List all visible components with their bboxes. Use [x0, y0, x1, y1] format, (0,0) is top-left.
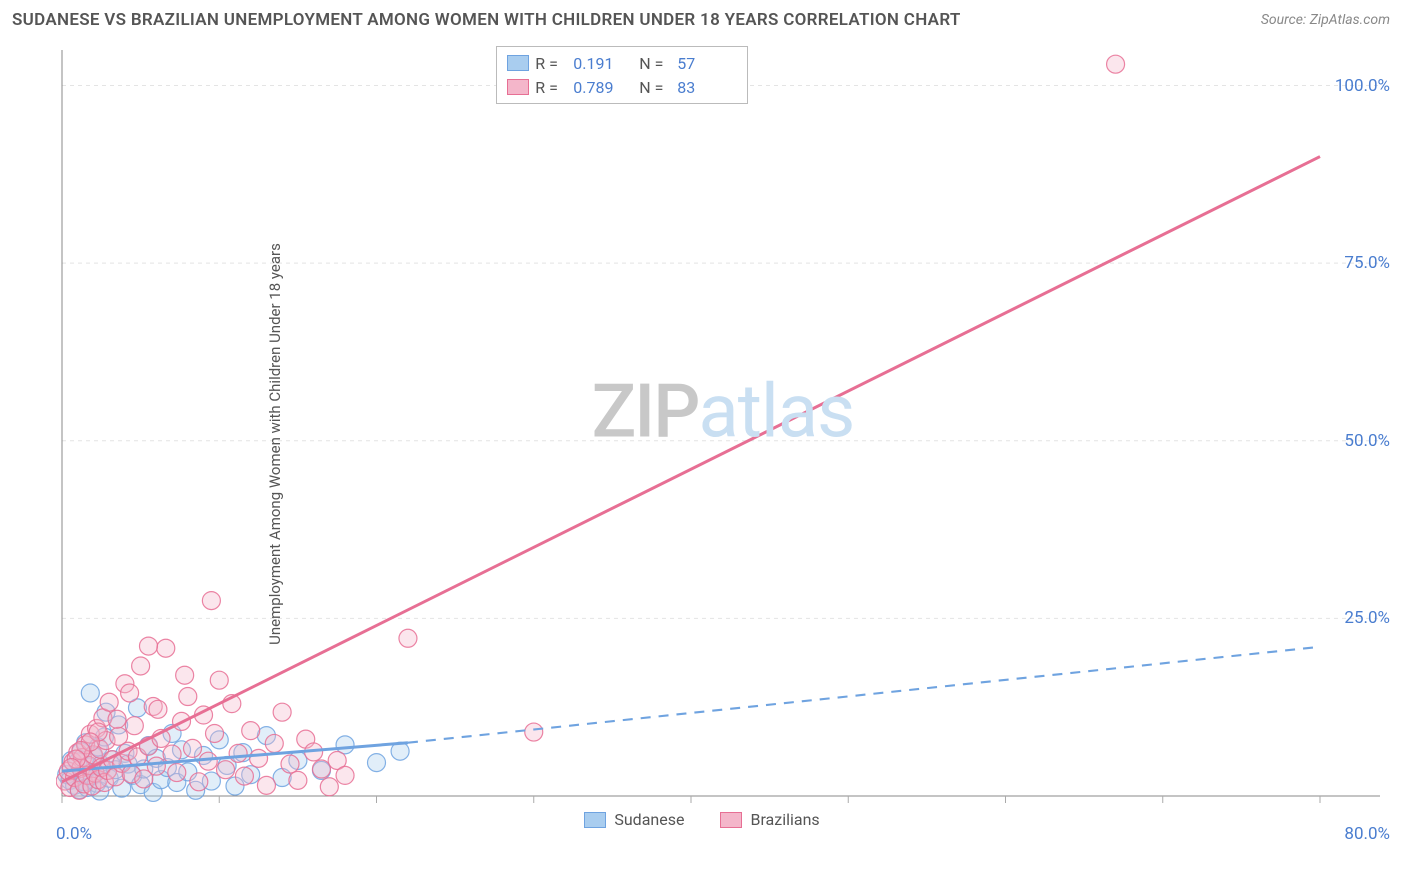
legend-r-value: 0.191 — [573, 54, 633, 73]
y-tick-label: 50.0% — [1344, 431, 1390, 451]
legend-swatch — [720, 812, 742, 828]
legend-item: Brazilians — [720, 810, 819, 829]
legend-row: R = 0.789 N = 83 — [507, 75, 737, 99]
y-axis-label: Unemployment Among Women with Children U… — [266, 243, 284, 645]
x-axis-min-label: 0.0% — [56, 824, 92, 844]
legend-swatch — [584, 812, 606, 828]
legend-r-value: 0.789 — [573, 78, 633, 97]
chart-title: SUDANESE VS BRAZILIAN UNEMPLOYMENT AMONG… — [12, 10, 961, 30]
x-axis-max-label: 80.0% — [1344, 824, 1390, 844]
plot-area: Unemployment Among Women with Children U… — [56, 44, 1390, 844]
legend-item: Sudanese — [584, 810, 684, 829]
legend-n-label: N = — [639, 78, 671, 97]
correlation-legend: R = 0.191 N = 57 R = 0.789 N = 83 — [496, 46, 748, 104]
source-label: Source: ZipAtlas.com — [1261, 12, 1390, 28]
y-tick-label: 75.0% — [1344, 253, 1390, 273]
legend-swatch — [507, 79, 529, 95]
series-legend: Sudanese Brazilians — [584, 810, 819, 829]
legend-r-label: R = — [535, 54, 567, 73]
scatter-chart — [56, 44, 1390, 844]
y-tick-label: 25.0% — [1344, 608, 1390, 628]
legend-label: Brazilians — [750, 810, 819, 829]
legend-n-value: 83 — [677, 78, 737, 97]
legend-row: R = 0.191 N = 57 — [507, 51, 737, 75]
legend-label: Sudanese — [614, 810, 684, 829]
y-tick-label: 100.0% — [1335, 76, 1390, 96]
legend-swatch — [507, 55, 529, 71]
legend-n-label: N = — [639, 54, 671, 73]
legend-n-value: 57 — [677, 54, 737, 73]
legend-r-label: R = — [535, 78, 567, 97]
